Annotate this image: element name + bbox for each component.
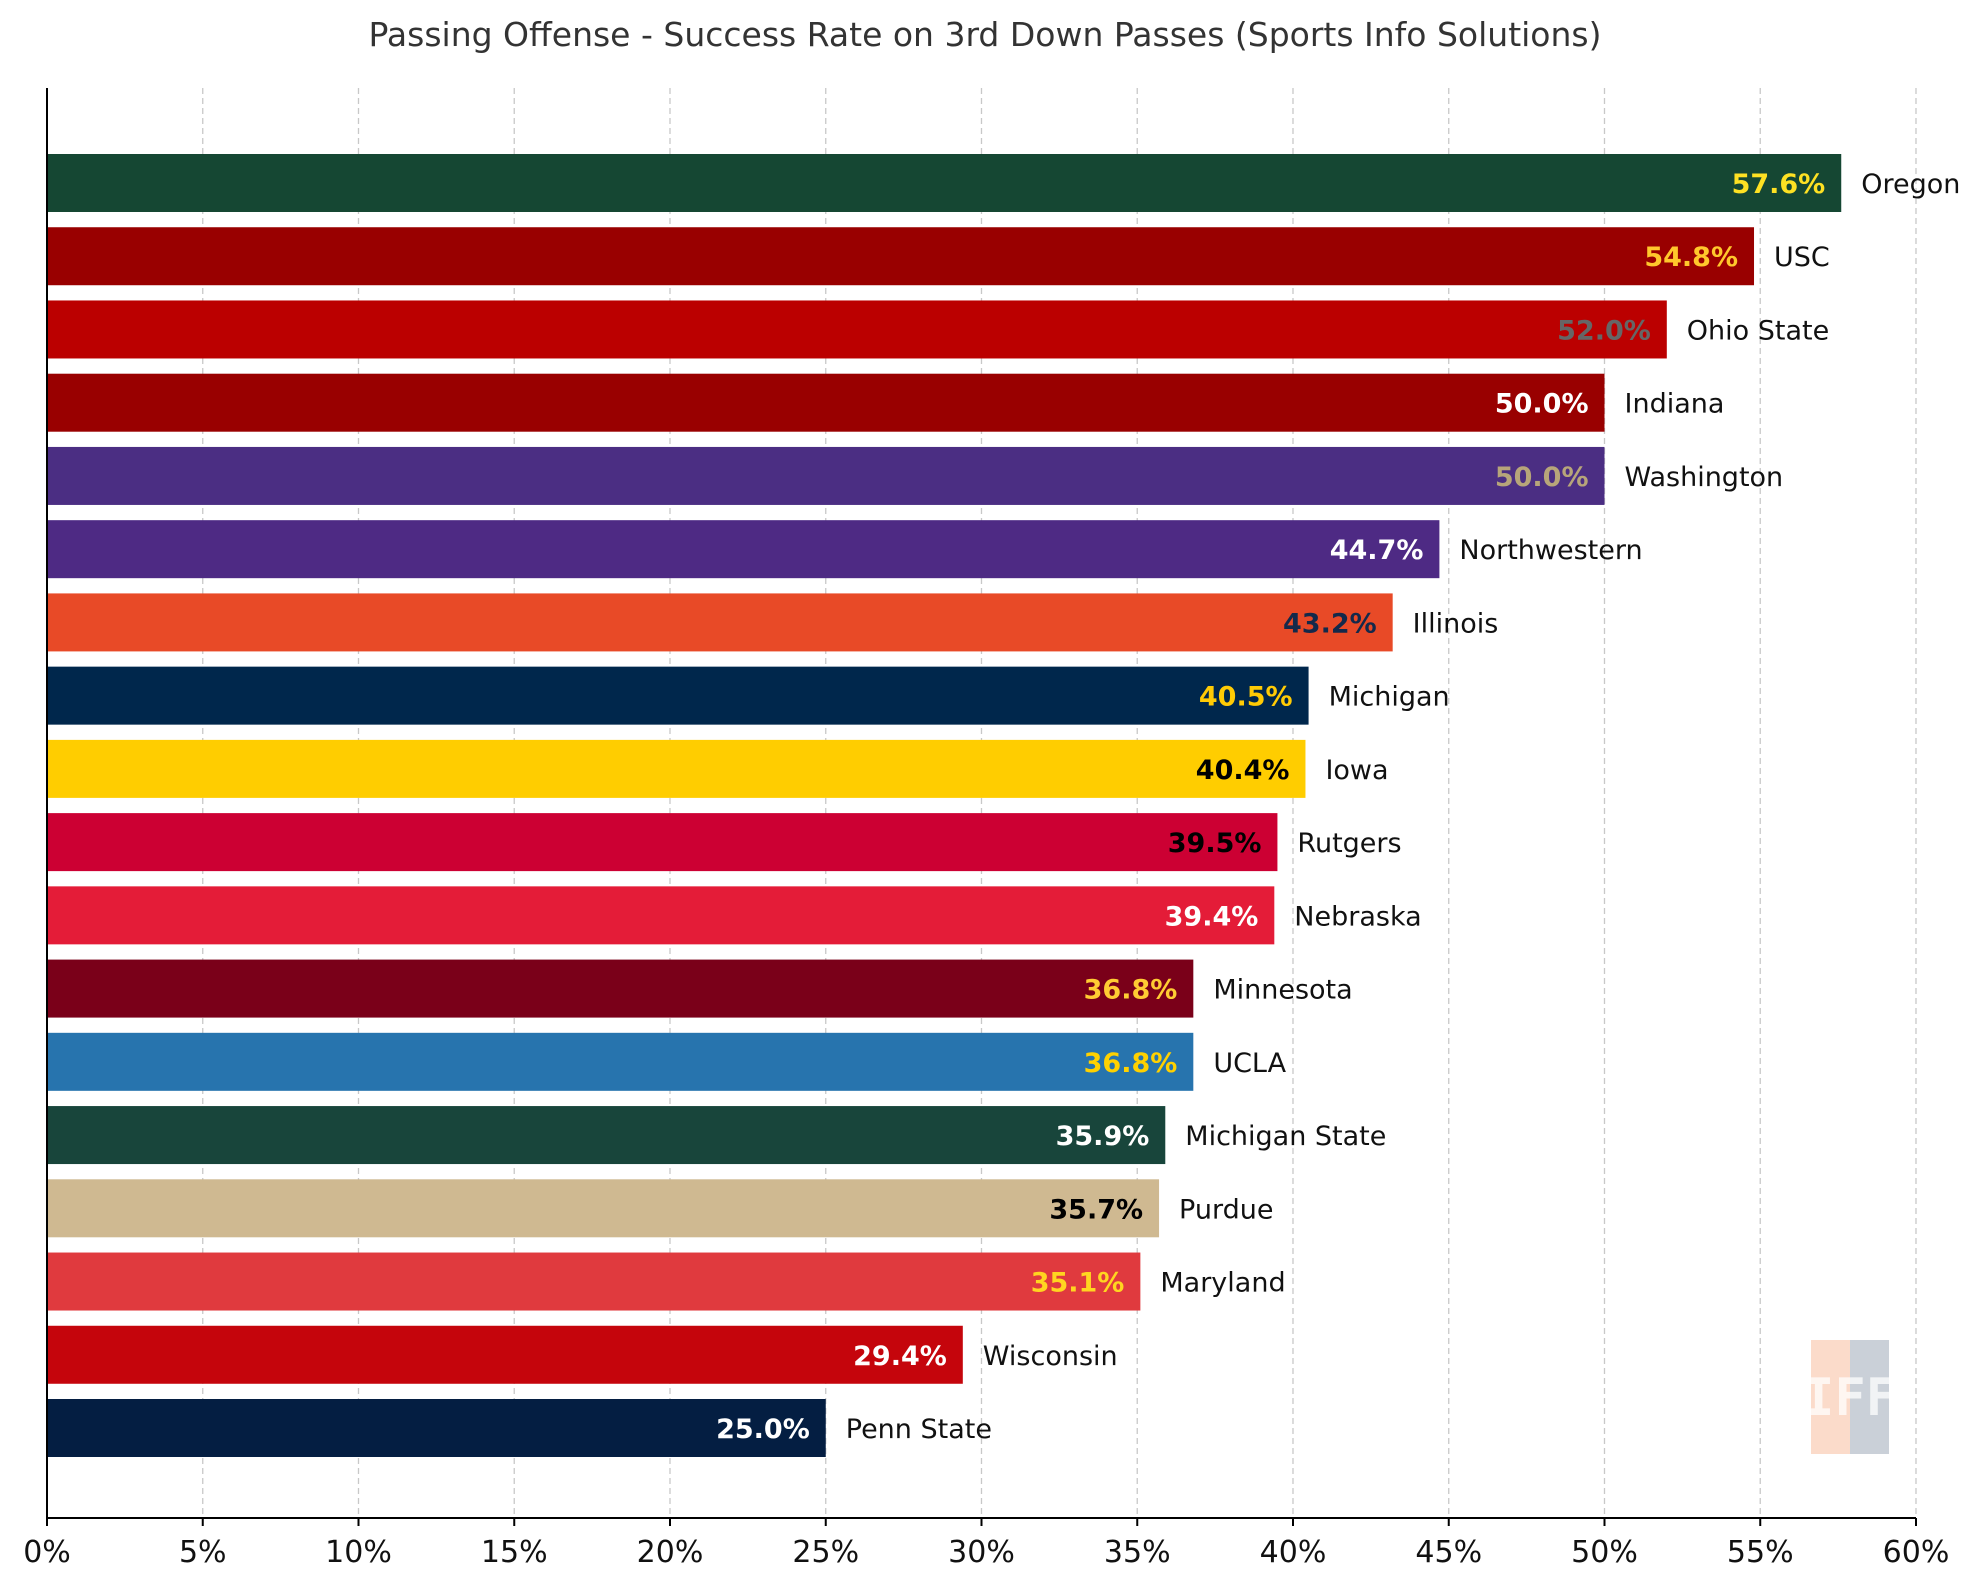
value-label: 25.0%	[716, 1414, 810, 1445]
bar-washington	[47, 446, 1605, 505]
team-label: Northwestern	[1459, 535, 1642, 566]
team-label: Michigan State	[1185, 1121, 1386, 1152]
team-label: Illinois	[1413, 608, 1499, 639]
value-label: 35.9%	[1056, 1121, 1150, 1152]
team-label: Indiana	[1625, 389, 1725, 420]
value-label: 36.8%	[1084, 1048, 1178, 1079]
chart-title: Passing Offense - Success Rate on 3rd Do…	[369, 15, 1602, 54]
team-label: Rutgers	[1297, 828, 1401, 859]
value-label: 35.1%	[1031, 1268, 1125, 1299]
bar-northwestern	[47, 520, 1440, 579]
team-label: USC	[1774, 242, 1830, 273]
value-label: 39.4%	[1165, 901, 1259, 932]
x-tick-label: 50%	[1571, 1535, 1638, 1570]
x-tick-label: 25%	[792, 1535, 859, 1570]
team-label: Ohio State	[1687, 315, 1829, 346]
bar-minnesota	[47, 959, 1194, 1018]
bar-iowa	[47, 739, 1306, 798]
team-label: Purdue	[1179, 1194, 1273, 1225]
bar-michigan-state	[47, 1106, 1166, 1165]
x-tick-label: 20%	[637, 1535, 704, 1570]
x-tick-label: 55%	[1727, 1535, 1794, 1570]
team-label: Iowa	[1325, 755, 1388, 786]
x-tick-label: 45%	[1415, 1535, 1482, 1570]
bar-wisconsin	[47, 1325, 963, 1384]
team-label: Maryland	[1160, 1268, 1285, 1299]
x-tick-label: 35%	[1104, 1535, 1171, 1570]
x-tick-label: 5%	[179, 1535, 227, 1570]
bars-group: 57.6% Oregon 54.8% USC 52.0% Ohio State 50.0% I…	[47, 154, 1960, 1457]
value-label: 54.8%	[1644, 242, 1738, 273]
team-label: Wisconsin	[983, 1341, 1118, 1372]
value-label: 40.5%	[1199, 682, 1293, 713]
value-label: 50.0%	[1495, 462, 1589, 493]
bar-ucla	[47, 1032, 1194, 1091]
bar-nebraska	[47, 886, 1275, 945]
value-label: 29.4%	[853, 1341, 947, 1372]
bar-indiana	[47, 373, 1605, 432]
value-label: 52.0%	[1557, 315, 1651, 346]
bar-michigan	[47, 666, 1309, 725]
value-label: 35.7%	[1049, 1194, 1143, 1225]
team-label: Penn State	[846, 1414, 992, 1445]
value-label: 44.7%	[1330, 535, 1424, 566]
bar-maryland	[47, 1252, 1141, 1311]
x-tick-label: 30%	[948, 1535, 1015, 1570]
x-tick-label: 10%	[325, 1535, 392, 1570]
team-label: Michigan	[1329, 682, 1450, 713]
team-label: Washington	[1625, 462, 1784, 493]
value-label: 50.0%	[1495, 389, 1589, 420]
bar-usc	[47, 227, 1755, 286]
x-tick-label: 60%	[1883, 1535, 1950, 1570]
value-label: 39.5%	[1168, 828, 1262, 859]
bar-oregon	[47, 154, 1842, 212]
value-label: 57.6%	[1732, 169, 1826, 200]
team-label: Minnesota	[1213, 975, 1352, 1006]
watermark-text: IFF	[1803, 1368, 1897, 1428]
team-label: Nebraska	[1294, 901, 1421, 932]
bar-illinois	[47, 593, 1393, 652]
watermark-block-right	[1850, 1340, 1889, 1454]
x-axis-ticks: 0% 5% 10% 15% 20% 25% 30% 35% 40% 45% 50% 55% 60%	[23, 1518, 1949, 1570]
x-tick-label: 0%	[23, 1535, 71, 1570]
bar-purdue	[47, 1179, 1160, 1238]
x-tick-label: 15%	[481, 1535, 548, 1570]
team-label: Oregon	[1861, 169, 1960, 200]
team-label: UCLA	[1213, 1048, 1286, 1079]
value-label: 40.4%	[1196, 755, 1290, 786]
x-tick-label: 40%	[1260, 1535, 1327, 1570]
watermark-block-left	[1811, 1340, 1850, 1454]
iff-watermark: IFF	[1803, 1340, 1897, 1454]
value-label: 43.2%	[1283, 608, 1377, 639]
value-label: 36.8%	[1084, 975, 1178, 1006]
bar-rutgers	[47, 813, 1278, 872]
bar-penn-state	[47, 1399, 826, 1457]
bar-ohio-state	[47, 300, 1667, 359]
